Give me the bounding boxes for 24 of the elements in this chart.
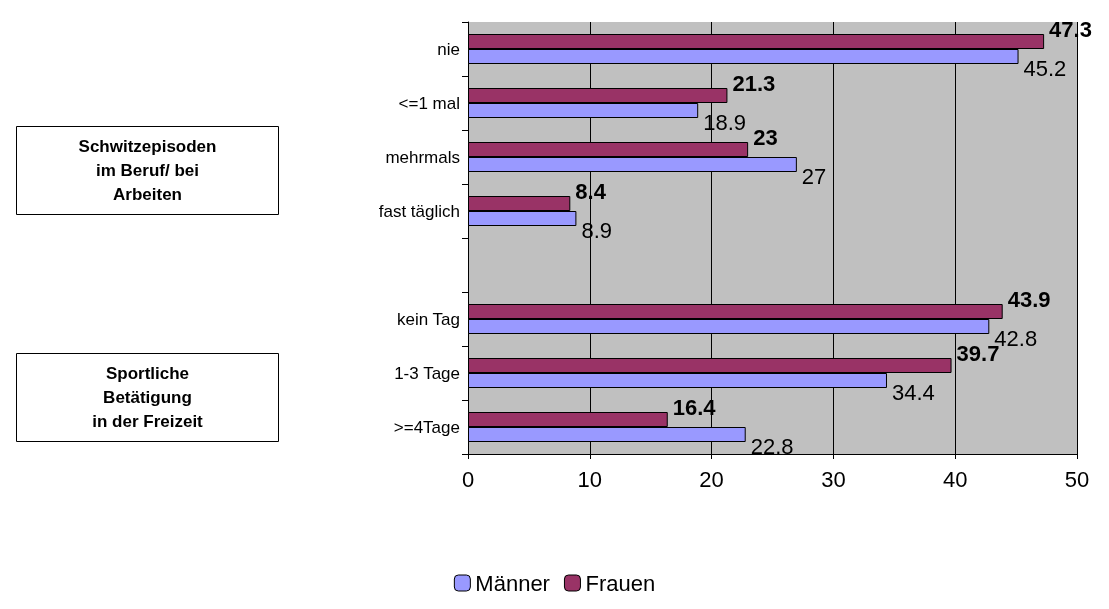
y-tick-label: kein Tag: [396, 309, 460, 329]
data-label: 27: [801, 164, 827, 189]
x-tick-label: 50: [1064, 466, 1090, 492]
y-tick-label: <=1 mal: [398, 93, 460, 113]
data-label: 23: [753, 125, 778, 150]
y-tick-label: mehrmals: [385, 147, 460, 167]
x-tick-label: 30: [821, 466, 846, 492]
text: Schwitzepisoden im Beruf/ bei Arbeiten: [78, 137, 217, 204]
y-tick-label: fast täglich: [378, 201, 460, 221]
text: Sportliche Betätigung in der Freizeit: [92, 364, 204, 431]
data-label: 34.4: [891, 380, 935, 405]
legend-label: Frauen: [585, 570, 656, 596]
x-tick-label: 0: [461, 466, 475, 492]
y-tick-label: >=4Tage: [393, 417, 460, 437]
y-tick-label: 1-3 Tage: [394, 363, 460, 383]
x-tick-label: 40: [942, 466, 968, 492]
x-tick-label: 20: [699, 466, 724, 492]
y-tick-label: nie: [437, 39, 460, 59]
data-label: 22.8: [750, 434, 794, 459]
data-label: 45.2: [1023, 56, 1067, 81]
data-label: 43.9: [1007, 287, 1051, 312]
data-label: 21.3: [732, 71, 776, 96]
x-tick-label: 10: [577, 466, 603, 492]
legend-label: Männer: [475, 570, 550, 596]
